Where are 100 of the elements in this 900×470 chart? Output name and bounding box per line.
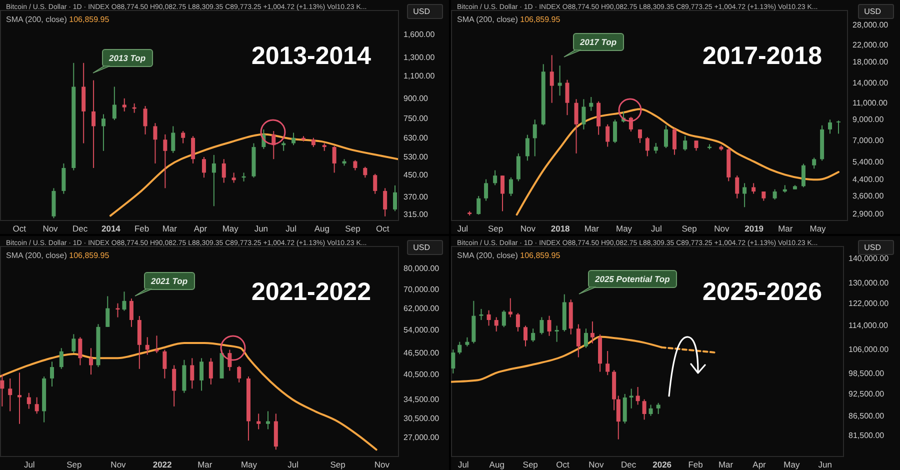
annotation: 106,859.95 (69, 15, 110, 24)
candlestick (172, 364, 176, 407)
y-tick-label: 630.00 (404, 133, 429, 142)
y-tick-label: 70,000.00 (404, 284, 440, 294)
candlestick (532, 119, 537, 157)
candlestick (574, 98, 578, 154)
y-tick-label: 140,000.00 (848, 254, 890, 264)
text: USD (407, 240, 443, 255)
candlestick (208, 358, 213, 385)
x-tick-label: 2026 (652, 460, 672, 470)
candlestick (584, 328, 588, 348)
x-tick-label: Jul (457, 224, 468, 234)
annotation: 2021 Top (144, 272, 195, 290)
y-tick-label: 130,000.00 (848, 278, 890, 288)
candlestick (256, 413, 261, 430)
x-tick-label: Mar (778, 224, 793, 234)
candlestick (78, 336, 82, 366)
candlestick (645, 136, 650, 157)
text: SMA (200, close) (6, 15, 68, 24)
candlestick (232, 172, 236, 184)
y-tick-label: 11,000.00 (852, 98, 888, 108)
candlestick (576, 324, 580, 358)
candlestick (500, 175, 504, 212)
candlestick (393, 184, 398, 212)
y-tick-label: 1,300.00 (404, 53, 436, 62)
candlestick (494, 316, 498, 332)
annotation: 106,859.95 (520, 251, 560, 260)
candlestick (0, 374, 4, 407)
candlestick (606, 124, 610, 148)
x-tick-label: Oct (12, 224, 27, 234)
candlestick (664, 124, 668, 149)
candlestick (590, 320, 594, 344)
x-tick-label: Mar (198, 460, 212, 470)
y-tick-label: 106,000.00 (848, 344, 890, 354)
candlestick (26, 392, 31, 410)
candlestick (616, 395, 620, 440)
candlestick (465, 336, 470, 347)
y-tick-label: 14,000.00 (852, 78, 889, 88)
candlestick (606, 350, 610, 376)
y-tick-label: 22,000.00 (852, 40, 889, 50)
candlestick (508, 298, 512, 318)
x-tick-label: Sep (330, 460, 346, 470)
y-tick-label: 18,000.00 (852, 57, 889, 66)
candlestick (101, 114, 106, 152)
line-series (0, 342, 378, 451)
y-tick-label: 46,500.00 (404, 348, 440, 358)
text: 2017-2018 (702, 42, 822, 71)
candlestick (163, 134, 168, 189)
candlestick (493, 170, 498, 186)
candlestick (516, 312, 520, 332)
y-tick-label: 1,600.00 (404, 30, 436, 40)
candlestick (742, 182, 747, 208)
candlestick (828, 119, 832, 134)
candlestick (200, 358, 204, 392)
candlestick (18, 372, 22, 424)
candlestick (222, 158, 226, 184)
candlestick (762, 191, 766, 202)
candlestick (458, 341, 462, 355)
y-tick-label: 315.00 (404, 210, 429, 220)
candlestick (122, 98, 126, 112)
candlestick (554, 325, 559, 342)
x-tick-label: Nov (520, 224, 536, 234)
candlestick (672, 128, 676, 156)
candlestick (735, 175, 740, 199)
annotation: 2017 Top (573, 33, 624, 51)
candlestick (92, 80, 96, 168)
y-tick-label: 122,000.00 (848, 299, 890, 308)
x-tick-label: May (784, 460, 800, 470)
candlestick (202, 156, 206, 178)
candlestick (582, 98, 586, 130)
candlestick (486, 310, 491, 326)
y-tick-label: 4,400.00 (852, 174, 884, 184)
x-tick-label: Sep (522, 460, 538, 470)
text: USD (858, 4, 894, 19)
candlestick (508, 176, 513, 197)
x-tick-label: Jul (288, 460, 299, 470)
candlestick (479, 308, 484, 321)
y-tick-label: 34,500.00 (404, 395, 440, 404)
candlestick (153, 122, 158, 164)
text: SMA (200, close) (6, 251, 68, 260)
text: 2013-2014 (251, 42, 371, 71)
x-tick-label: Mar (162, 224, 178, 234)
x-tick-label: Jul (458, 460, 469, 470)
y-tick-label: 450.00 (404, 170, 429, 180)
x-tick-label: Mar (584, 224, 600, 234)
y-tick-label: 27,000.00 (404, 433, 440, 442)
line-series (109, 133, 398, 217)
x-tick-label: Sep (66, 460, 82, 470)
candlestick (516, 152, 520, 182)
y-tick-label: 40,500.00 (404, 370, 440, 380)
candlestick (190, 358, 194, 390)
y-tick-label: 9,000.00 (852, 115, 884, 124)
x-tick-label: 2019 (744, 224, 764, 234)
x-tick-label: 2018 (550, 224, 570, 234)
candlestick (171, 126, 176, 154)
candlestick (129, 298, 134, 328)
candlestick (89, 348, 94, 376)
candlestick (596, 100, 601, 136)
candlestick (558, 65, 562, 96)
candlestick (8, 378, 12, 412)
